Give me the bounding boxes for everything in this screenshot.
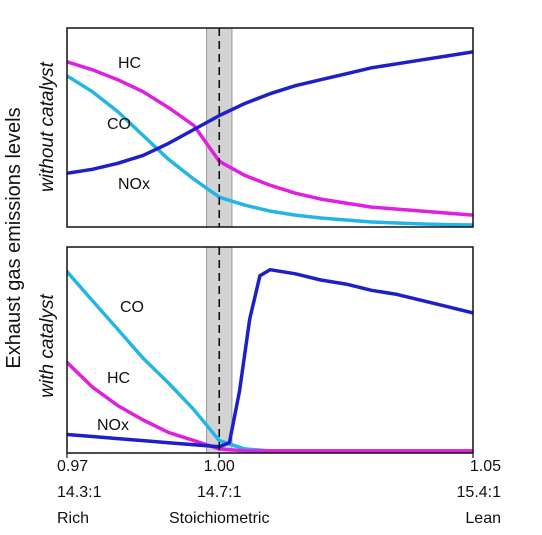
x-tick-afr-label: 14.7:1 (197, 484, 242, 501)
x-tick-ratio-label: 1.00 (204, 458, 235, 475)
series-label-co: CO (107, 116, 131, 133)
series-line-nox (67, 267, 473, 449)
series-label-co: CO (120, 299, 144, 316)
series-line-nox (67, 50, 473, 176)
series-label-nox: NOx (118, 176, 150, 193)
panel-with-catalyst: CO HC NOx (66, 246, 474, 454)
x-tick-mixture-label: Lean (465, 510, 501, 527)
panel-top-label: without catalyst (37, 61, 58, 192)
series-label-hc: HC (107, 370, 130, 387)
series-line-co (67, 74, 473, 227)
x-tick-ratio-label: 0.97 (57, 458, 88, 475)
x-tick-mixture-label: Rich (57, 510, 89, 527)
panel-frame (66, 246, 474, 454)
y-axis-label: Exhaust gas emissions levels (3, 107, 25, 368)
series-line-hc (67, 360, 473, 453)
series-line-hc (67, 60, 473, 217)
series-label-hc: HC (118, 55, 141, 72)
x-tick-mixture-label: Stoichiometric (169, 510, 269, 527)
panel-without-catalyst: HC CO NOx (66, 27, 474, 228)
panel-bottom-label: with catalyst (37, 294, 58, 398)
x-tick-afr-label: 14.3:1 (57, 484, 102, 501)
series-label-nox: NOx (97, 417, 129, 434)
x-axis-ticks: 0.97 14.3:1 Rich 1.00 14.7:1 Stoichiometric 1.… (57, 453, 501, 527)
panel-frame (66, 27, 474, 228)
x-tick-afr-label: 15.4:1 (457, 484, 502, 501)
x-tick-ratio-label: 1.05 (470, 458, 501, 475)
